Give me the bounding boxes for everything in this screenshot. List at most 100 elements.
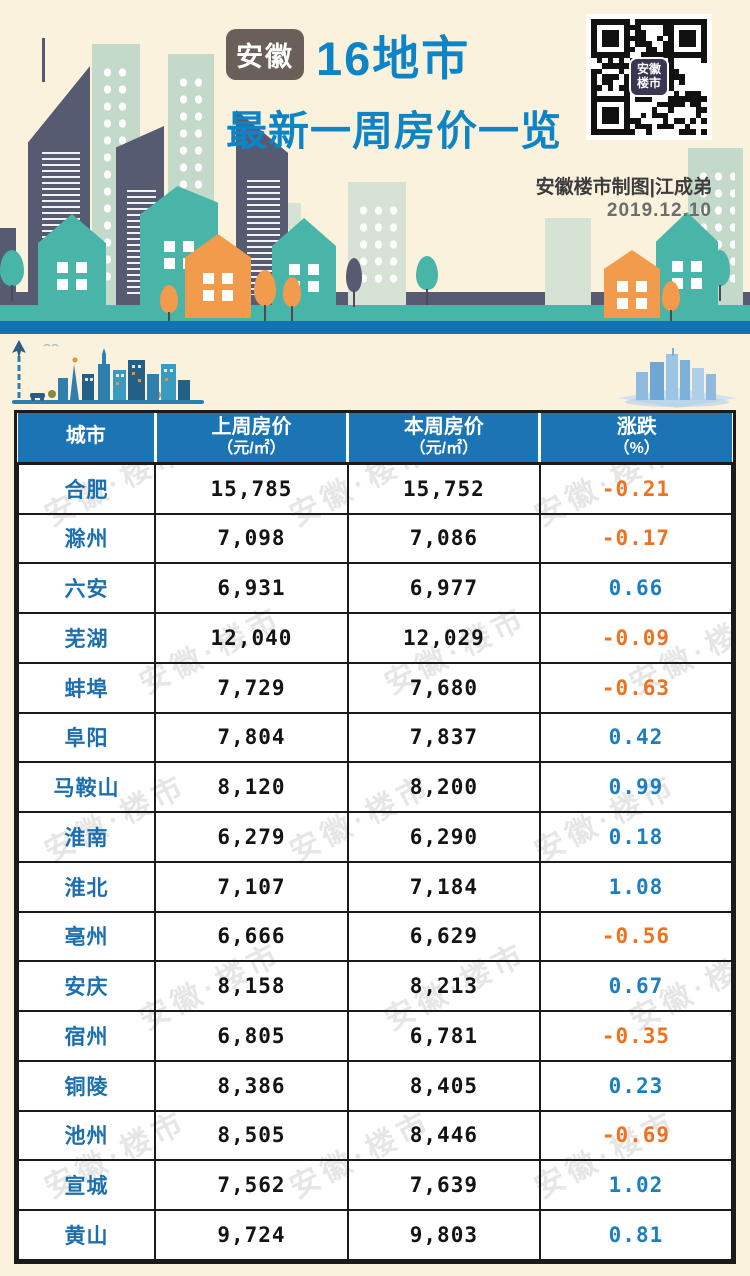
tree — [662, 281, 680, 326]
change-cell: 0.18 — [538, 811, 734, 863]
change-cell: 0.23 — [538, 1059, 734, 1112]
page-subtitle: 最新一周房价一览 — [226, 108, 562, 154]
this-week-price-cell: 7,639 — [346, 1159, 541, 1212]
table-row: 池州 8,505 8,446 -0.69 — [16, 1109, 734, 1162]
col-header-label: 城市 — [65, 425, 106, 448]
change-cell: -0.09 — [538, 612, 734, 664]
change-cell: 0.67 — [538, 960, 734, 1013]
col-header-unit: （元/㎡） — [409, 439, 479, 457]
last-week-price-cell: 8,386 — [154, 1059, 349, 1112]
table-row: 蚌埠 7,729 7,680 -0.63 — [16, 661, 734, 714]
last-week-price-cell: 6,805 — [154, 1010, 349, 1062]
hero-illustration — [0, 0, 750, 334]
table-row: 铜陵 8,386 8,405 0.23 — [16, 1059, 734, 1112]
qr-logo: 安徽 楼市 — [629, 57, 669, 97]
city-cell: 宿州 — [16, 1010, 157, 1062]
province-badge: 安徽 — [226, 29, 304, 80]
last-week-price-cell: 7,562 — [154, 1159, 349, 1212]
col-header-label: 涨跌 — [616, 416, 657, 439]
this-week-price-cell: 12,029 — [346, 612, 541, 664]
col-header-label: 上周房价 — [211, 416, 292, 439]
this-week-price-cell: 6,977 — [346, 562, 541, 615]
change-cell: -0.17 — [538, 512, 734, 565]
header-row: 城市 上周房价 （元/㎡） 本周房价 （元/㎡） 涨跌 （%） — [18, 413, 732, 465]
col-header-last-week: 上周房价 （元/㎡） — [153, 413, 348, 465]
table-row: 淮南 6,279 6,290 0.18 — [16, 811, 734, 863]
last-week-price-cell: 15,785 — [154, 462, 349, 515]
last-week-price-cell: 7,098 — [154, 512, 349, 565]
last-week-price-cell: 7,107 — [154, 860, 349, 913]
city-cell: 合肥 — [16, 462, 157, 515]
qr-code: 安徽 楼市 — [586, 14, 712, 140]
city-cell: 黄山 — [16, 1209, 157, 1261]
table-row: 马鞍山 8,120 8,200 0.99 — [16, 761, 734, 814]
table-row: 亳州 6,666 6,629 -0.56 — [16, 910, 734, 963]
change-cell: -0.56 — [538, 910, 734, 963]
change-cell: 0.81 — [538, 1209, 734, 1261]
city-cell: 六安 — [16, 562, 157, 615]
tree — [346, 258, 362, 307]
table-row: 淮北 7,107 7,184 1.08 — [16, 860, 734, 913]
this-week-price-cell: 15,752 — [346, 462, 541, 515]
page-title: 16地市 — [316, 32, 471, 85]
city-cell: 马鞍山 — [16, 761, 157, 814]
change-cell: -0.21 — [538, 462, 734, 515]
city-cell: 安庆 — [16, 960, 157, 1013]
last-week-price-cell: 7,729 — [154, 661, 349, 714]
this-week-price-cell: 6,629 — [346, 910, 541, 963]
city-cell: 亳州 — [16, 910, 157, 963]
last-week-price-cell: 8,505 — [154, 1109, 349, 1162]
tree — [710, 250, 730, 301]
this-week-price-cell: 7,184 — [346, 860, 541, 913]
this-week-price-cell: 8,213 — [346, 960, 541, 1013]
last-week-price-cell: 6,279 — [154, 811, 349, 863]
table-row: 黄山 9,724 9,803 0.81 — [16, 1209, 734, 1261]
this-week-price-cell: 7,086 — [346, 512, 541, 565]
col-header-this-week: 本周房价 （元/㎡） — [346, 413, 540, 465]
tree — [283, 277, 301, 322]
last-week-price-cell: 12,040 — [154, 612, 349, 664]
table-row: 宿州 6,805 6,781 -0.35 — [16, 1010, 734, 1062]
city-cell: 滁州 — [16, 512, 157, 565]
table-row: 安庆 8,158 8,213 0.67 — [16, 960, 734, 1013]
date-label: 2019.12.10 — [606, 200, 712, 221]
table-row: 宣城 7,562 7,639 1.02 — [16, 1159, 734, 1212]
tree — [416, 256, 438, 305]
col-header-unit: （%） — [613, 439, 660, 457]
last-week-price-cell: 8,158 — [154, 960, 349, 1013]
change-cell: -0.69 — [538, 1109, 734, 1162]
last-week-price-cell: 6,666 — [154, 910, 349, 963]
change-cell: 0.99 — [538, 761, 734, 814]
table-row: 六安 6,931 6,977 0.66 — [16, 562, 734, 615]
col-header-label: 本周房价 — [403, 416, 484, 439]
this-week-price-cell: 6,781 — [346, 1010, 541, 1062]
change-cell: 1.02 — [538, 1159, 734, 1212]
tree — [254, 270, 276, 321]
this-week-price-cell: 9,803 — [346, 1209, 541, 1261]
tree — [160, 285, 178, 328]
this-week-price-cell: 8,446 — [346, 1109, 541, 1162]
col-header-change: 涨跌 （%） — [538, 413, 732, 465]
table-row: 芜湖 12,040 12,029 -0.09 — [16, 612, 734, 664]
this-week-price-cell: 7,680 — [346, 661, 541, 714]
table-row: 阜阳 7,804 7,837 0.42 — [16, 711, 734, 764]
city-cell: 池州 — [16, 1109, 157, 1162]
credit-line: 安徽楼市制图|江成弟 — [535, 177, 712, 198]
table-row: 滁州 7,098 7,086 -0.17 — [16, 512, 734, 565]
left-skyline-art — [12, 340, 204, 404]
city-cell: 淮北 — [16, 860, 157, 913]
change-cell: 1.08 — [538, 860, 734, 913]
this-week-price-cell: 6,290 — [346, 811, 541, 863]
change-cell: 0.66 — [538, 562, 734, 615]
city-cell: 铜陵 — [16, 1059, 157, 1112]
change-cell: 0.42 — [538, 711, 734, 764]
price-table: 安徽·楼市 安徽·楼市 安徽·楼市 安徽·楼市 安徽·楼市 安徽·楼市 安徽·楼市 安徽·楼市… — [14, 410, 736, 1264]
col-header-city: 城市 — [18, 413, 156, 465]
city-cell: 淮南 — [16, 811, 157, 863]
col-header-unit: （元/㎡） — [217, 439, 286, 457]
city-cell: 阜阳 — [16, 711, 157, 764]
change-cell: -0.63 — [538, 661, 734, 714]
last-week-price-cell: 8,120 — [154, 761, 349, 814]
last-week-price-cell: 9,724 — [154, 1209, 349, 1261]
table-body: 合肥 15,785 15,752 -0.21 滁州 7,098 7,086 -0… — [16, 462, 734, 1261]
